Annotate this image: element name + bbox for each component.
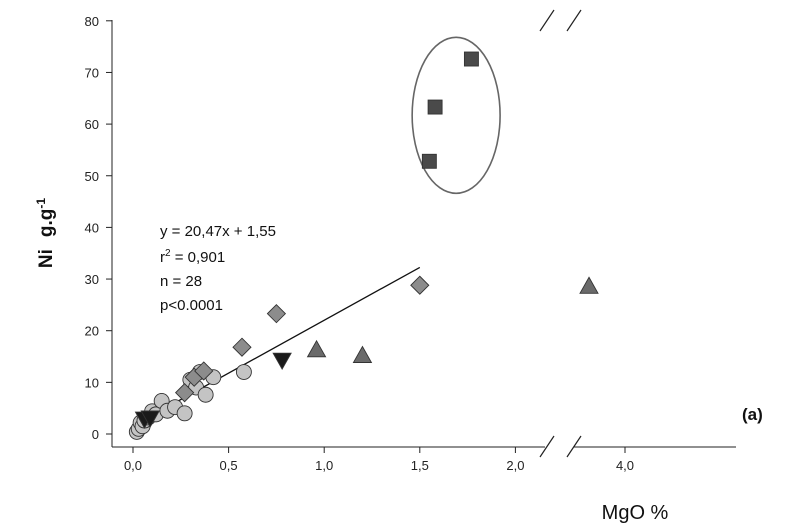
data-point-triangle-up	[352, 345, 373, 363]
r-squared: r2 = 0,901	[160, 248, 225, 266]
data-point-diamond	[232, 337, 252, 357]
data-point-triangle-down	[272, 352, 292, 371]
regression	[132, 266, 421, 427]
x-tick-label: 1,5	[411, 458, 429, 473]
regression-annotation: y = 20,47x + 1,55 r2 = 0,901 n = 28 p<0.…	[160, 223, 276, 314]
axes	[111, 9, 736, 458]
y-tick-label: 80	[85, 14, 99, 29]
data-point-square	[463, 51, 479, 67]
data-point-triangle-up	[579, 276, 599, 294]
x-tick-label: 0,0	[124, 458, 142, 473]
data-point-circle	[197, 386, 214, 403]
highlight-ellipse	[411, 36, 501, 195]
x-tick-label: 2,0	[506, 458, 524, 473]
y-tick-label: 40	[85, 220, 99, 235]
data-point-triangle-down	[140, 410, 160, 428]
data-point-diamond	[194, 361, 214, 381]
y-tick-label: 10	[85, 375, 99, 390]
data-point-triangle-up	[306, 339, 327, 358]
data-point-square	[421, 153, 437, 169]
x-axis-title: MgO %	[602, 502, 669, 524]
data-point-diamond	[174, 383, 195, 403]
y-tick-label: 70	[85, 65, 99, 80]
y-tick-label: 20	[85, 324, 99, 339]
axis-break-mark	[539, 9, 555, 32]
data-points	[128, 51, 599, 440]
axis-break-mark	[566, 9, 582, 32]
p-value: p<0.0001	[160, 297, 223, 314]
regression-line	[132, 266, 421, 427]
y-tick-label: 0	[92, 427, 99, 442]
data-point-circle	[176, 405, 193, 422]
highlight	[411, 36, 501, 195]
data-point-square	[427, 99, 443, 115]
y-tick-label: 30	[85, 272, 99, 287]
x-ticks: 0,00,51,01,52,04,05,0	[124, 447, 634, 473]
data-point-diamond	[266, 304, 287, 324]
axis-break-mark	[566, 435, 582, 458]
x-tick-label: 4,0	[616, 458, 634, 473]
y-tick-label: 60	[85, 117, 99, 132]
axis-break-mark	[539, 435, 555, 458]
panel-label: (a)	[742, 405, 763, 424]
y-tick-label: 50	[85, 169, 99, 184]
axis-break-marks	[539, 9, 582, 458]
x-tick-label: 1,0	[315, 458, 333, 473]
y-ticks: 0 10 20 30 40 50 60 70 80	[85, 14, 112, 442]
regression-equation: y = 20,47x + 1,55	[160, 223, 276, 240]
x-tick-label: 0,5	[220, 458, 238, 473]
data-point-diamond	[410, 275, 430, 295]
sample-size: n = 28	[160, 273, 202, 290]
y-axis-title: Nig.g-1	[34, 198, 57, 268]
data-point-circle	[235, 364, 252, 380]
